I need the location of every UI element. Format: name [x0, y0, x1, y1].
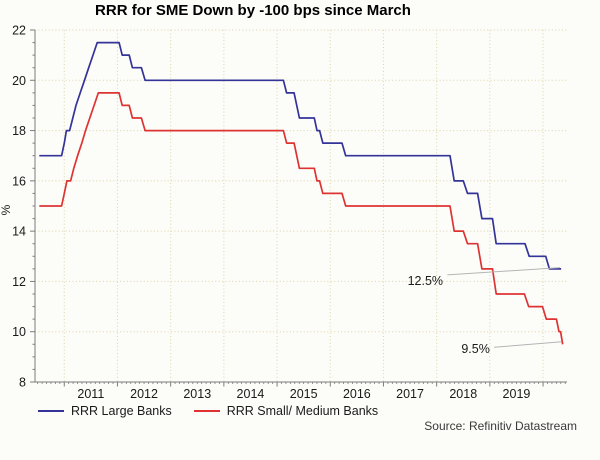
y-tick-label: 16: [12, 174, 26, 188]
x-year-label: 2013: [183, 387, 211, 401]
y-tick-label: 18: [12, 124, 26, 138]
legend-swatch-large-banks-icon: [38, 410, 64, 412]
annotation-label: 9.5%: [461, 342, 490, 356]
y-tick-label: 10: [12, 325, 26, 339]
y-tick-label: 8: [19, 376, 26, 390]
x-year-label: 2018: [449, 387, 477, 401]
annotation-leader-line: [494, 341, 562, 348]
x-year-label: 2019: [503, 387, 531, 401]
x-year-label: 2011: [77, 387, 104, 401]
chart-title: RRR for SME Down by -100 bps since March: [95, 2, 411, 19]
x-year-label: 2017: [396, 387, 424, 401]
legend: RRR Large Banks RRR Small/ Medium Banks: [38, 403, 400, 419]
y-axis-unit-label: %: [0, 204, 13, 215]
source-credit: Source: Refinitiv Datastream: [424, 419, 577, 433]
x-year-label: 2015: [290, 387, 318, 401]
y-tick-label: 22: [12, 24, 26, 38]
series-line-rrr-small-medium-banks: [39, 92, 564, 345]
y-tick-label: 14: [12, 225, 26, 239]
x-year-label: 2014: [237, 387, 265, 401]
legend-label-small-medium-banks: RRR Small/ Medium Banks: [226, 404, 379, 418]
legend-swatch-small-medium-banks-icon: [193, 410, 220, 412]
annotation-label: 12.5%: [408, 274, 443, 288]
legend-item-small-medium-banks: RRR Small/ Medium Banks: [193, 404, 379, 418]
x-year-label: 2012: [130, 387, 158, 401]
series-line-rrr-large-banks: [39, 41, 562, 270]
legend-item-large-banks: RRR Large Banks: [38, 404, 172, 418]
x-year-label: 2016: [343, 387, 371, 401]
y-tick-label: 12: [12, 275, 26, 289]
y-tick-label: 20: [12, 74, 26, 88]
legend-label-large-banks: RRR Large Banks: [71, 404, 172, 418]
annotation-leader-line: [447, 267, 561, 276]
